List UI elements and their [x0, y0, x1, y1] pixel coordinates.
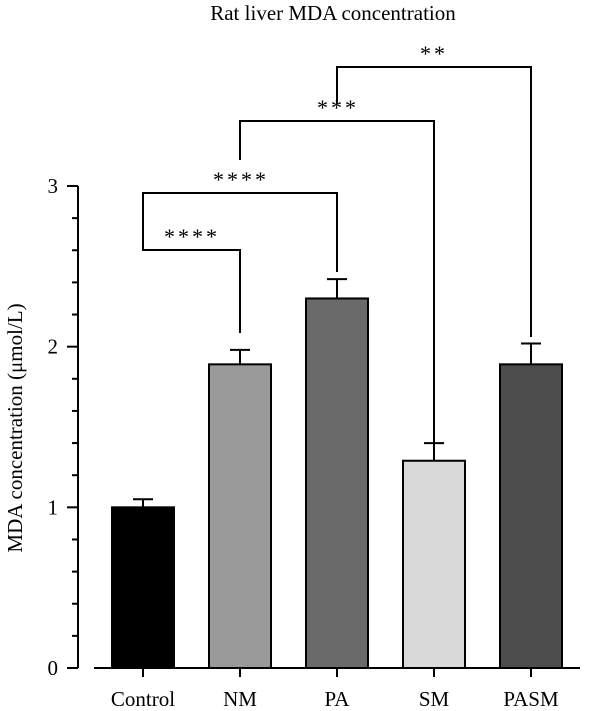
significance-bracket — [239, 120, 435, 460]
chart-title: Rat liver MDA concentration — [210, 1, 456, 25]
bar-control — [111, 506, 175, 670]
x-tick-label: PA — [325, 687, 351, 711]
x-tick-label: NM — [223, 687, 257, 711]
y-tick-label: 0 — [48, 656, 59, 680]
significance-bracket — [142, 192, 338, 272]
y-axis-label: MDA concentration (μmol/L) — [3, 303, 27, 552]
bar-nm — [208, 363, 272, 669]
y-tick-label: 1 — [48, 495, 59, 519]
y-tick-label: 2 — [48, 335, 59, 359]
significance-label: **** — [213, 167, 269, 192]
significance-label: ** — [420, 41, 448, 66]
significance-label: **** — [164, 224, 220, 249]
y-tick-label: 3 — [48, 174, 59, 198]
x-tick-label: PASM — [503, 687, 559, 711]
bar-pa — [305, 297, 369, 669]
significance-brackets: ************* — [142, 41, 532, 460]
x-tick-label: Control — [111, 687, 175, 711]
bar-sm — [402, 459, 466, 669]
bar-pasm — [499, 363, 563, 669]
significance-bracket — [142, 228, 241, 333]
bars — [111, 297, 563, 670]
x-tick-label: SM — [419, 687, 450, 711]
significance-bracket — [336, 66, 532, 337]
